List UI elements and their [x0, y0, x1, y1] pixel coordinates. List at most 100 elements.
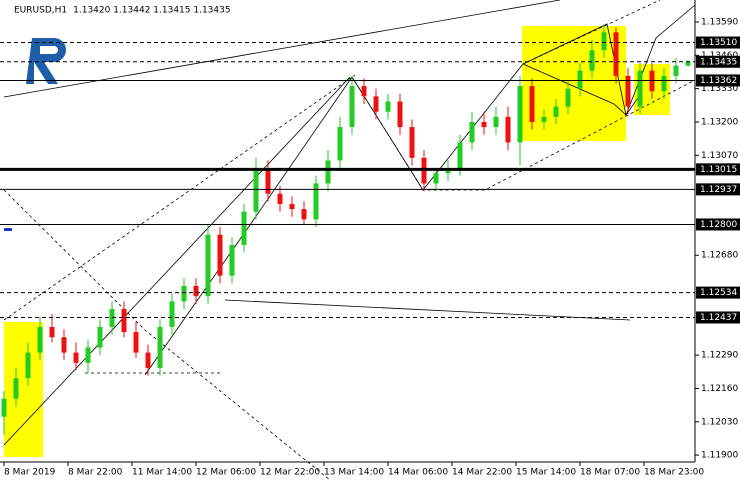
x-tick-label: 13 Mar 14:00 — [324, 468, 384, 478]
trend-line — [3, 74, 356, 321]
candle-body — [433, 173, 439, 184]
y-tick-label: 1.13200 — [701, 117, 738, 127]
candle-body — [349, 86, 355, 128]
candle-body — [685, 61, 691, 66]
channel-line — [3, 189, 331, 480]
level-label: 1.13435 — [700, 57, 737, 67]
highlight-box — [522, 26, 626, 141]
candle-body — [169, 301, 175, 327]
candle-body — [517, 86, 523, 143]
candle-body — [673, 65, 679, 76]
candle-body — [493, 116, 499, 128]
x-tick-label: 18 Mar 23:00 — [644, 468, 704, 478]
candle-body — [409, 127, 415, 158]
candle-body — [277, 193, 283, 204]
candle-body — [145, 352, 151, 368]
candle-body — [25, 352, 31, 379]
x-tick-label: 14 Mar 06:00 — [388, 468, 448, 478]
highlight-box — [4, 322, 43, 457]
x-tick-label: 18 Mar 07:00 — [580, 468, 640, 478]
level-label-box — [696, 311, 740, 324]
candle-body — [289, 203, 295, 210]
y-tick-label: 1.13590 — [701, 18, 738, 28]
level-label-box — [696, 286, 740, 299]
level-label: 1.12800 — [700, 220, 737, 230]
candle-body — [301, 209, 307, 220]
wave-line — [144, 76, 353, 376]
candle-body — [37, 326, 43, 353]
candle-body — [13, 378, 19, 399]
candle-body — [313, 183, 319, 220]
candle-body — [469, 121, 475, 143]
candle-body — [337, 127, 343, 161]
candle-body — [97, 326, 103, 348]
logo-mark — [26, 38, 66, 84]
y-tick-label: 1.12290 — [701, 351, 738, 361]
candle-body — [457, 142, 463, 169]
x-tick-label: 15 Mar 14:00 — [516, 468, 576, 478]
candle-body — [385, 101, 391, 112]
candle-body — [505, 116, 511, 143]
candle-body — [49, 326, 55, 338]
candle-body — [481, 121, 487, 128]
marker — [4, 228, 12, 231]
ohlc-readout: 1.13420 1.13442 1.13415 1.13435 — [73, 6, 230, 16]
candle-body — [373, 96, 379, 112]
x-tick-label: 12 Mar 22:00 — [260, 468, 320, 478]
trend-line — [3, 76, 351, 446]
candle-body — [577, 70, 583, 89]
level-label-box — [696, 36, 740, 49]
level-label: 1.12437 — [700, 313, 737, 323]
candle-body — [217, 234, 223, 276]
x-tick-label: 12 Mar 06:00 — [196, 468, 256, 478]
candle-body — [205, 234, 211, 297]
x-tick-label: 8 Mar 22:00 — [68, 468, 123, 478]
annotations — [3, 0, 696, 480]
candle-body — [157, 326, 163, 368]
y-tick-label: 1.11900 — [701, 451, 738, 461]
x-tick-label: 14 Mar 22:00 — [452, 468, 512, 478]
candle-body — [109, 309, 115, 327]
candle-body — [589, 50, 595, 71]
level-label-box — [696, 55, 740, 68]
candle-body — [637, 70, 643, 107]
candle-body — [553, 106, 559, 117]
level-label: 1.13510 — [700, 38, 737, 48]
candle-body — [85, 347, 91, 363]
level-label-box — [696, 183, 740, 196]
candle-body — [613, 32, 619, 76]
logo — [26, 38, 66, 84]
channel-line — [351, 76, 696, 191]
candle-body — [265, 168, 271, 194]
level-label-box — [696, 74, 740, 87]
candle-body — [529, 86, 535, 122]
candle-body — [649, 70, 655, 92]
x-tick-label: 8 Mar 2019 — [4, 468, 56, 478]
candle-body — [133, 332, 139, 353]
y-tick-label: 1.12160 — [701, 384, 738, 394]
candle-body — [361, 86, 367, 97]
candle-body — [61, 337, 67, 353]
candle-body — [325, 160, 331, 184]
channel-line — [522, 0, 661, 65]
candle-body — [601, 32, 607, 51]
level-label: 1.13362 — [700, 76, 737, 86]
candle-body — [193, 285, 199, 297]
candle-body — [541, 116, 547, 122]
level-label-box — [696, 218, 740, 231]
candle-body — [181, 285, 187, 302]
y-tick-label: 1.12030 — [701, 417, 738, 427]
candle-body — [73, 352, 79, 363]
level-label-box — [696, 163, 740, 176]
y-tick-label: 1.13070 — [701, 151, 738, 161]
candle-body — [661, 75, 667, 92]
candle-body — [625, 75, 631, 107]
candle-body — [565, 88, 571, 107]
level-label: 1.13015 — [700, 165, 737, 175]
level-label: 1.12937 — [700, 185, 737, 195]
trend-line — [224, 299, 631, 321]
x-tick-label: 11 Mar 14:00 — [132, 468, 192, 478]
candle-body — [229, 244, 235, 276]
